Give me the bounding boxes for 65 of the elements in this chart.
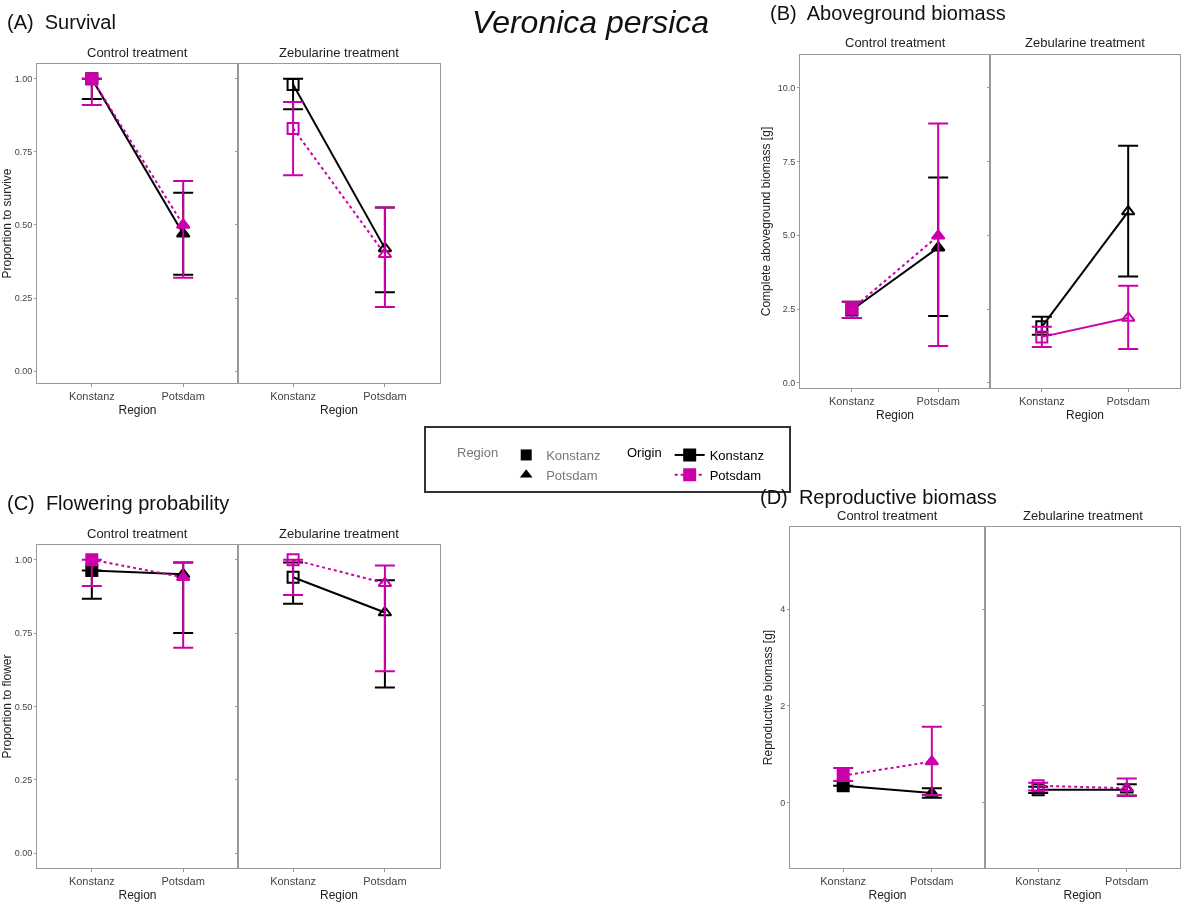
y-tick-label: 0 — [780, 797, 786, 808]
chart-subtitle: Control treatment — [845, 35, 946, 50]
legend-label: Konstanz — [709, 448, 764, 464]
x-tick-label: Konstanz — [270, 390, 317, 403]
y-tick-label: 0.75 — [14, 628, 33, 639]
x-axis-title: Region — [319, 888, 359, 903]
y-tick-label: 7.5 — [782, 156, 796, 167]
category-label: Konstanz — [546, 448, 601, 464]
x-tick-label: Potsdam — [363, 390, 407, 403]
y-axis-title: Reproductive biomass [g] — [761, 629, 776, 766]
x-tick-label: Potsdam — [161, 390, 205, 403]
chart-subtitle: Zebularine treatment — [279, 526, 400, 541]
x-tick-label: Potsdam — [161, 875, 205, 888]
x-tick-label: Potsdam — [1105, 875, 1149, 888]
x-tick-label: Konstanz — [270, 875, 317, 888]
chart-title: (B) Aboveground biomass — [770, 2, 1006, 24]
chart-title: (A) Survival — [7, 11, 116, 33]
y-axis-title: Proportion to flower — [0, 654, 14, 759]
x-axis-title: Region — [868, 888, 907, 903]
x-axis-title: Region — [118, 888, 157, 903]
legend-label: Potsdam — [709, 467, 761, 483]
y-tick-label: 10.0 — [777, 82, 796, 93]
legend-title: Origin — [627, 444, 662, 460]
chart-title: (C) Flowering probability — [7, 492, 230, 514]
text: Region — [457, 444, 499, 460]
chart-subtitle: Control treatment — [87, 45, 188, 60]
x-axis-title: Region — [118, 403, 157, 418]
chart-subtitle: Zebularine treatment — [1023, 508, 1144, 523]
y-tick-label: 2.5 — [782, 304, 796, 315]
y-tick-label: 0.25 — [14, 775, 33, 786]
chart-subtitle: Zebularine treatment — [279, 45, 400, 60]
y-tick-label: 0.00 — [14, 366, 33, 377]
x-tick-label: Potsdam — [916, 395, 960, 408]
y-tick-label: 2 — [780, 701, 786, 712]
y-tick-label: 1.00 — [14, 554, 33, 565]
x-axis-title: Region — [1065, 408, 1105, 423]
y-tick-label: 5.0 — [782, 230, 796, 241]
y-tick-label: 0.50 — [14, 220, 33, 231]
x-tick-label: Potsdam — [363, 875, 407, 888]
chart-subtitle: Control treatment — [837, 508, 938, 523]
x-tick-label: Konstanz — [828, 395, 875, 408]
y-tick-label: 1.00 — [14, 73, 33, 84]
y-tick-label: 0.50 — [14, 701, 33, 712]
x-axis-title: Region — [875, 408, 915, 423]
chart-subtitle: Control treatment — [87, 526, 188, 541]
x-tick-label: Potsdam — [1106, 395, 1150, 408]
x-axis-title: Region — [319, 403, 359, 418]
y-tick-label: 4 — [780, 604, 786, 615]
x-axis-title: Region — [1063, 888, 1102, 903]
x-tick-label: Konstanz — [68, 390, 115, 403]
x-tick-label: Konstanz — [1018, 395, 1065, 408]
x-tick-label: Konstanz — [1015, 875, 1062, 888]
x-tick-label: Konstanz — [820, 875, 867, 888]
category-label: Potsdam — [546, 467, 598, 483]
y-tick-label: 0.0 — [782, 378, 796, 389]
y-tick-label: 0.75 — [14, 146, 33, 157]
y-tick-label: 0.25 — [14, 293, 33, 304]
y-tick-label: 0.00 — [14, 848, 33, 859]
text: Veronica persica — [472, 4, 710, 40]
x-tick-label: Potsdam — [910, 875, 954, 888]
chart-subtitle: Zebularine treatment — [1025, 35, 1146, 50]
x-tick-label: Konstanz — [68, 875, 115, 888]
y-axis-title: Complete aboveground biomass [g] — [758, 126, 773, 317]
chart-title: (D) Reproductive biomass — [760, 486, 997, 508]
y-axis-title: Proportion to survive — [0, 168, 14, 279]
